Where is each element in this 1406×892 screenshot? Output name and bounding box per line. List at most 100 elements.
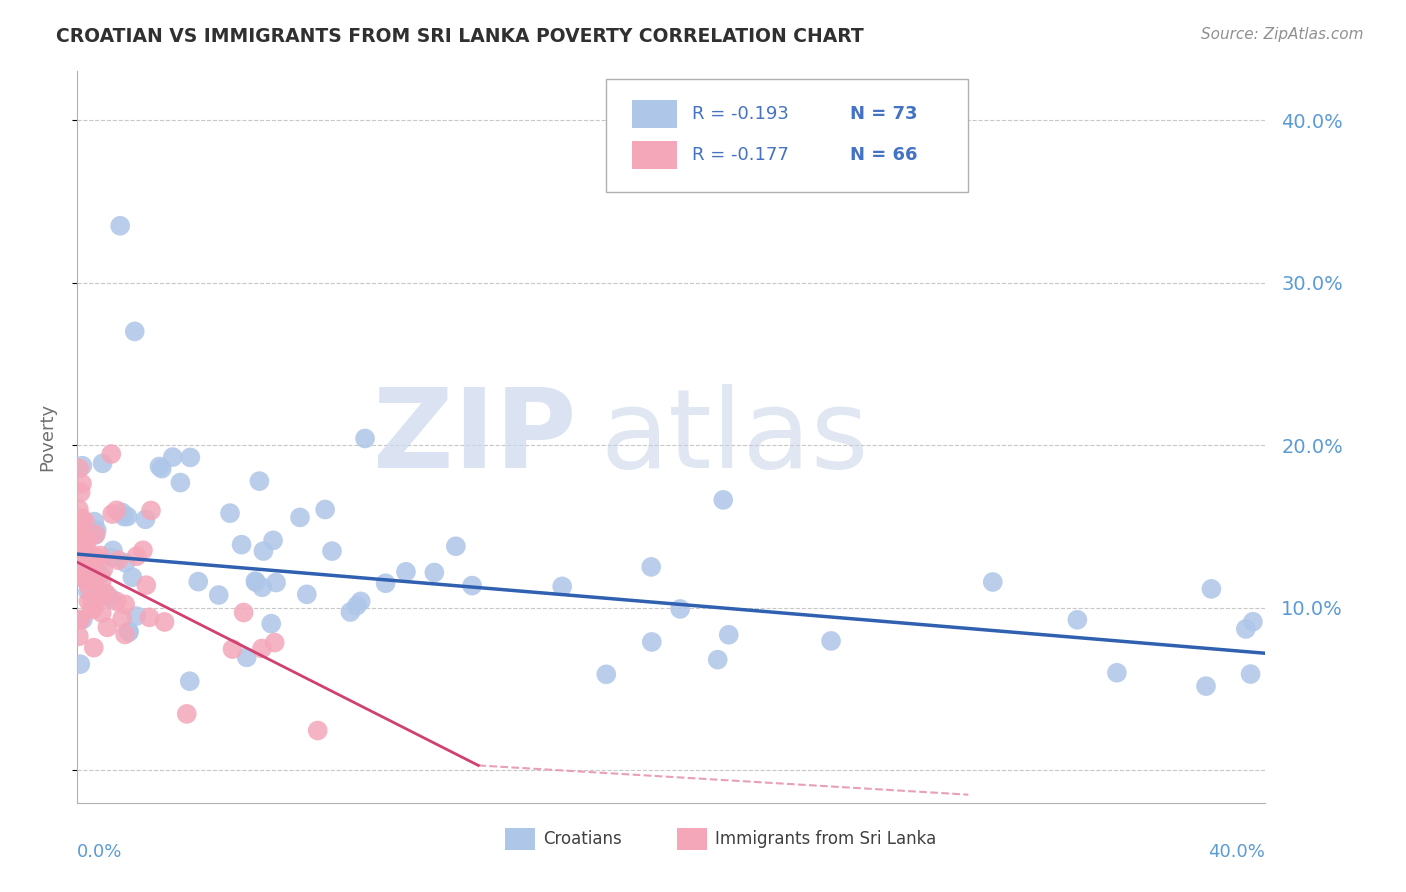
Point [101, 543, 124, 558]
Point [67, 502, 90, 516]
Point [138, 610, 160, 624]
Point [706, 652, 728, 666]
Text: 0.0%: 0.0% [77, 844, 122, 862]
Point [595, 667, 617, 681]
Point [321, 544, 343, 558]
Point [107, 553, 129, 567]
Bar [633, 141, 678, 169]
Point [82, 565, 104, 579]
Point [79, 548, 101, 562]
Point [82, 569, 104, 583]
Point [77, 531, 100, 545]
Point [67, 518, 90, 533]
Point [80, 603, 103, 617]
Text: atlas: atlas [600, 384, 869, 491]
Point [96, 588, 118, 602]
Point [717, 628, 740, 642]
Point [70, 476, 93, 491]
Point [69, 613, 91, 627]
Point [75, 570, 97, 584]
Point [250, 580, 273, 594]
Point [77, 594, 100, 608]
Point [111, 505, 134, 519]
Point [1239, 667, 1261, 681]
Text: R = -0.177: R = -0.177 [692, 145, 789, 164]
Point [112, 509, 135, 524]
Text: ZIP: ZIP [373, 384, 576, 491]
Point [263, 635, 285, 649]
Point [72, 557, 94, 571]
Point [423, 566, 446, 580]
Point [350, 594, 373, 608]
Bar [678, 829, 707, 850]
Text: Croatians: Croatians [543, 830, 621, 848]
Point [77, 584, 100, 599]
Point [69, 485, 91, 500]
Point [90, 606, 112, 620]
Point [67, 612, 90, 626]
Point [1105, 665, 1128, 680]
Point [153, 615, 176, 629]
Point [83, 515, 105, 529]
Point [69, 657, 91, 672]
Bar [505, 829, 534, 850]
Point [354, 432, 377, 446]
Point [114, 556, 136, 570]
Point [114, 598, 136, 612]
Point [100, 447, 122, 461]
Point [150, 461, 173, 475]
Point [179, 674, 201, 689]
Point [121, 570, 143, 584]
Point [101, 550, 124, 565]
Point [250, 641, 273, 656]
Point [135, 578, 157, 592]
Point [90, 574, 112, 589]
Point [84, 527, 107, 541]
Point [134, 512, 156, 526]
Point [114, 627, 136, 641]
Point [67, 569, 90, 583]
Text: N = 66: N = 66 [849, 145, 917, 164]
Point [118, 624, 141, 639]
Point [125, 549, 148, 564]
Point [219, 506, 242, 520]
Point [148, 459, 170, 474]
Point [711, 492, 734, 507]
Point [1066, 613, 1088, 627]
Point [288, 510, 311, 524]
Point [132, 543, 155, 558]
Point [374, 576, 396, 591]
Point [339, 605, 361, 619]
Point [245, 574, 267, 588]
Point [67, 461, 90, 475]
Point [86, 523, 108, 537]
Point [72, 458, 94, 473]
Text: 40.0%: 40.0% [1209, 844, 1265, 862]
Point [169, 475, 191, 490]
Point [67, 512, 90, 526]
Point [70, 511, 93, 525]
Point [162, 450, 184, 464]
Point [72, 570, 94, 584]
Point [94, 586, 117, 600]
Point [77, 543, 100, 558]
Point [105, 594, 128, 608]
Point [105, 503, 128, 517]
Point [124, 325, 146, 339]
Point [96, 620, 118, 634]
Point [346, 599, 368, 613]
Point [981, 574, 1004, 589]
Text: Immigrants from Sri Lanka: Immigrants from Sri Lanka [716, 830, 936, 848]
Point [179, 450, 201, 465]
Point [1201, 582, 1223, 596]
Point [83, 574, 105, 589]
Point [75, 556, 97, 570]
Point [93, 562, 115, 576]
Point [551, 579, 574, 593]
Point [820, 634, 842, 648]
Point [231, 538, 253, 552]
Point [111, 611, 134, 625]
Point [73, 532, 96, 546]
Point [307, 723, 329, 738]
Point [73, 515, 96, 529]
